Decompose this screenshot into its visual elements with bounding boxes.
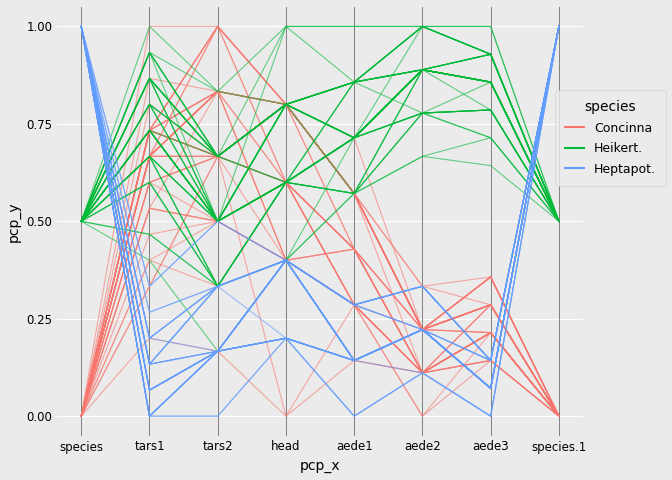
X-axis label: pcp_x: pcp_x [300, 459, 341, 473]
Y-axis label: pcp_y: pcp_y [7, 201, 21, 241]
Legend: Concinna, Heikert., Heptapot.: Concinna, Heikert., Heptapot. [555, 90, 666, 186]
